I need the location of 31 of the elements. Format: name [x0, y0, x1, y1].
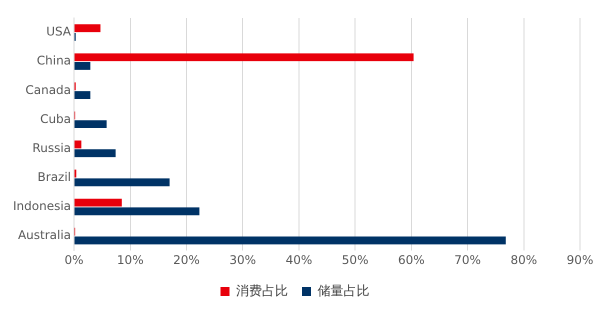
- x-tick-label: 60%: [398, 252, 425, 267]
- y-tick-label: Canada: [25, 82, 72, 97]
- x-tick-label: 40%: [286, 252, 312, 267]
- bar: [74, 120, 107, 128]
- y-tick-label: Cuba: [40, 112, 72, 126]
- y-tick-label: Russia: [32, 140, 72, 155]
- x-tick-label: 0%: [64, 252, 84, 267]
- y-tick-label: China: [36, 54, 72, 68]
- x-tick-label: 30%: [229, 252, 256, 267]
- bar: [74, 62, 90, 70]
- legend-label: 消费占比: [236, 284, 288, 299]
- x-tick-label: 20%: [173, 252, 200, 267]
- y-tick-label: Brazil: [38, 170, 72, 184]
- x-tick-label: 50%: [342, 252, 368, 267]
- x-tick-label: 70%: [454, 252, 481, 267]
- bar: [74, 207, 200, 216]
- bar: [74, 236, 506, 244]
- bar: [74, 140, 82, 148]
- x-tick-label: 90%: [566, 252, 594, 267]
- bar: [74, 149, 116, 158]
- bar: [74, 53, 414, 62]
- bar: [74, 178, 170, 186]
- legend-label: 储量占比: [318, 284, 370, 299]
- y-tick-label: Australia: [18, 228, 72, 242]
- bar: [74, 91, 90, 99]
- y-tick-label: Indonesia: [13, 199, 72, 214]
- x-tick-label: 80%: [510, 252, 538, 267]
- x-tick-label: 10%: [116, 252, 144, 267]
- y-tick-label: USA: [46, 24, 72, 39]
- bar: [74, 24, 100, 32]
- bar: [74, 198, 122, 207]
